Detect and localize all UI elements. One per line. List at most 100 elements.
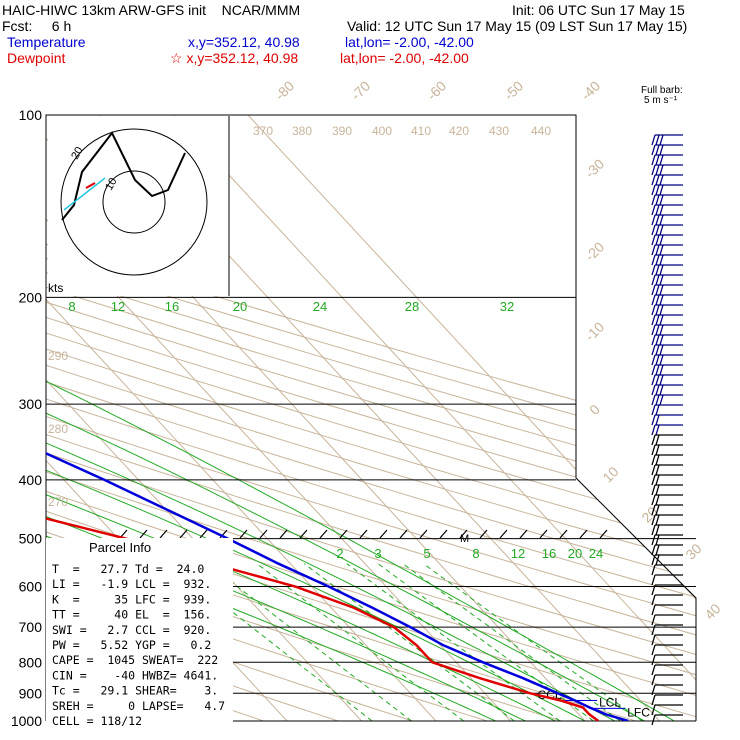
hodograph: kts 20 10	[48, 116, 230, 296]
wind-barb-flag	[655, 474, 660, 486]
wind-barb-flag	[651, 234, 656, 246]
wind-barb-flag	[651, 614, 656, 626]
pressure-tick-label: 300	[19, 396, 43, 412]
mixing-ratio-label: 20	[568, 546, 582, 561]
wind-barb-flag	[651, 684, 656, 696]
wind-barb-flag	[651, 194, 656, 206]
wind-barb-flag	[651, 164, 656, 176]
temperature-legend: Temperature	[7, 34, 86, 50]
wind-barb-flag	[655, 294, 660, 306]
mixing-ratio-label: 5	[423, 546, 430, 561]
wind-barb-flag	[651, 364, 656, 376]
wind-barb-flag	[659, 304, 664, 316]
wind-barb-flag	[651, 184, 656, 196]
pressure-tick-label: 700	[19, 619, 43, 635]
theta-label: 420	[449, 124, 469, 138]
wind-barb-flag	[651, 144, 656, 156]
wind-barb-flag	[651, 324, 656, 336]
wind-barb-flag	[651, 214, 656, 226]
wind-barb-flag	[659, 284, 664, 296]
wind-barb-flag	[659, 244, 664, 256]
isotherm	[247, 115, 696, 721]
temperature-tick-label: 40	[701, 600, 723, 622]
dry-adiabat	[46, 115, 696, 721]
wind-barb-flag	[659, 394, 664, 406]
hatch-mark	[139, 529, 148, 539]
parcel-info-panel: Parcel Info T = 27.7 Td = 24.0LI = -1.9 L…	[46, 538, 233, 728]
hatch-mark	[399, 529, 408, 539]
mixing-ratio-line	[256, 563, 465, 721]
hatch-mark	[279, 529, 288, 539]
wind-barb-flag	[651, 664, 656, 676]
parcel-row: K = 35 LFC = 939.	[52, 592, 211, 606]
plot-frame	[45, 114, 697, 721]
wind-barb-flag	[655, 484, 660, 496]
theta-label: 440	[531, 124, 551, 138]
moist-adiabat	[46, 269, 586, 721]
wind-barb-flag	[651, 344, 656, 356]
theta-label: 400	[372, 124, 392, 138]
wind-barb-flag	[655, 544, 660, 556]
wind-barb-flag	[659, 224, 664, 236]
wind-barb-flag	[655, 494, 660, 506]
wind-barb-flag	[659, 374, 664, 386]
dry-adiabat	[46, 115, 696, 721]
mixing-ratio-line	[207, 563, 412, 721]
parcel-row: CIN = -40 HWBZ= 4641.	[52, 668, 218, 682]
temperature-tick-label: 30	[682, 540, 704, 562]
pressure-tick-label: 600	[19, 579, 43, 595]
pressure-tick-label: 1000	[11, 713, 42, 729]
moist-adiabat-label: 8	[68, 299, 75, 314]
hodograph-units-label: kts	[48, 281, 63, 295]
wind-barb-flag	[655, 464, 660, 476]
wind-barb-flag	[659, 354, 664, 366]
wind-barb-flag	[655, 224, 660, 236]
wind-barb-flag	[655, 394, 660, 406]
moist-adiabat-label: 20	[233, 299, 247, 314]
wind-barb-flag	[655, 234, 660, 246]
theta-label: 410	[411, 124, 431, 138]
hodograph-ring-inner	[102, 170, 166, 234]
moist-adiabat	[46, 269, 645, 721]
barb-key-line1: Full barb:	[641, 85, 683, 96]
temperature-tick-label: -70	[348, 78, 374, 104]
dry-adiabat	[46, 115, 378, 721]
wind-barb-flag	[655, 214, 660, 226]
pressure-tick-label: 800	[19, 654, 43, 670]
wind-barb-flag	[651, 534, 656, 546]
theta-label: 370	[253, 124, 273, 138]
dewpoint-latlon: lat,lon= -2.00, -42.00	[340, 50, 469, 66]
temperature-tick-label: 10	[599, 463, 621, 485]
wind-barb-flag	[651, 674, 656, 686]
wind-barb-flag	[659, 164, 664, 176]
moist-adiabat	[46, 269, 616, 721]
wind-barb-flag	[651, 174, 656, 186]
theta-label: 380	[292, 124, 312, 138]
temperature-tick-label: -40	[578, 78, 604, 104]
wind-barb-flag	[651, 484, 656, 496]
mixing-ratio-label: 8	[472, 546, 479, 561]
dry-adiabat	[46, 115, 696, 721]
wind-barb-flag	[655, 354, 660, 366]
wind-barb-flag	[655, 204, 660, 216]
mixing-ratio-label: 3	[374, 546, 381, 561]
wind-barb-flag	[659, 184, 664, 196]
moist-adiabat-label: 12	[111, 299, 125, 314]
wind-barb-flag	[651, 284, 656, 296]
wind-barb-flag	[651, 604, 656, 616]
parcel-row: CELL = 118/12	[52, 714, 142, 728]
wind-barb-flag	[659, 264, 664, 276]
mixing-ratio-label: 16	[542, 546, 556, 561]
wind-barb-flag	[659, 254, 664, 266]
wind-barb-flag	[659, 174, 664, 186]
barb-key-line2: 5 m s⁻¹	[644, 95, 678, 106]
isotherm	[173, 115, 696, 721]
temperature-tick-label: -10	[582, 319, 608, 345]
wind-barb-flag	[659, 364, 664, 376]
dewpoint-xy: ☆ x,y=352.12, 40.98	[170, 50, 299, 66]
wind-barb-flag	[659, 194, 664, 206]
moist-adiabat	[46, 269, 556, 721]
storm-motion-vector	[63, 177, 106, 211]
wind-barb-flag	[659, 274, 664, 286]
wind-barb-flag	[651, 244, 656, 256]
